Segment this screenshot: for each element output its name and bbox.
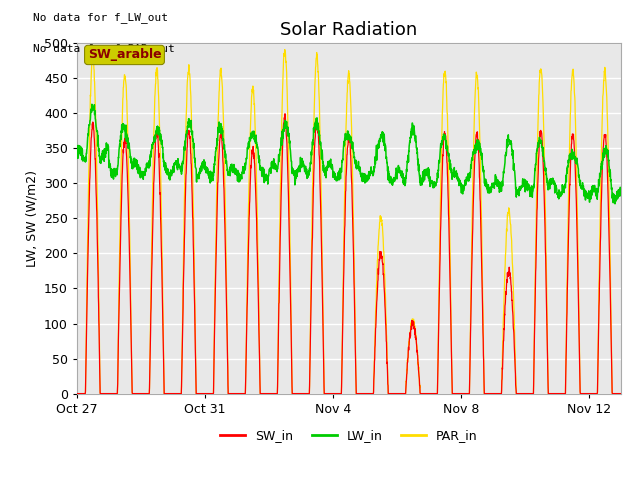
PAR_in bbox=[236, 391, 244, 396]
Line: LW_in: LW_in bbox=[77, 104, 621, 204]
LW_in bbox=[237, 176, 244, 182]
PAR_in bbox=[73, 391, 81, 396]
SW_in bbox=[190, 285, 198, 290]
LW_in bbox=[372, 154, 380, 159]
LW_in bbox=[191, 156, 198, 161]
Text: SW_arable: SW_arable bbox=[88, 48, 161, 61]
Text: No data for f_PAR_out: No data for f_PAR_out bbox=[33, 43, 175, 54]
PAR_in bbox=[183, 85, 191, 91]
PAR_in bbox=[116, 257, 124, 263]
LW_in bbox=[184, 127, 191, 132]
Legend: SW_in, LW_in, PAR_in: SW_in, LW_in, PAR_in bbox=[215, 424, 483, 447]
LW_in bbox=[116, 141, 124, 147]
Line: SW_in: SW_in bbox=[77, 114, 621, 394]
LW_in bbox=[611, 201, 619, 207]
Title: Solar Radiation: Solar Radiation bbox=[280, 21, 417, 39]
SW_in bbox=[502, 292, 509, 298]
SW_in bbox=[617, 391, 625, 396]
LW_in bbox=[617, 189, 625, 194]
LW_in bbox=[502, 153, 509, 159]
PAR_in bbox=[617, 391, 625, 396]
Text: No data for f_LW_out: No data for f_LW_out bbox=[33, 12, 168, 23]
Line: PAR_in: PAR_in bbox=[77, 49, 621, 394]
PAR_in bbox=[281, 47, 289, 52]
PAR_in bbox=[372, 299, 380, 305]
Y-axis label: LW, SW (W/m2): LW, SW (W/m2) bbox=[25, 170, 38, 267]
SW_in bbox=[372, 317, 380, 323]
SW_in bbox=[73, 391, 81, 396]
PAR_in bbox=[190, 258, 198, 264]
LW_in bbox=[73, 149, 81, 155]
PAR_in bbox=[502, 250, 509, 256]
SW_in bbox=[236, 391, 244, 396]
SW_in bbox=[281, 111, 289, 117]
SW_in bbox=[116, 283, 124, 288]
LW_in bbox=[88, 101, 96, 107]
SW_in bbox=[183, 145, 191, 151]
